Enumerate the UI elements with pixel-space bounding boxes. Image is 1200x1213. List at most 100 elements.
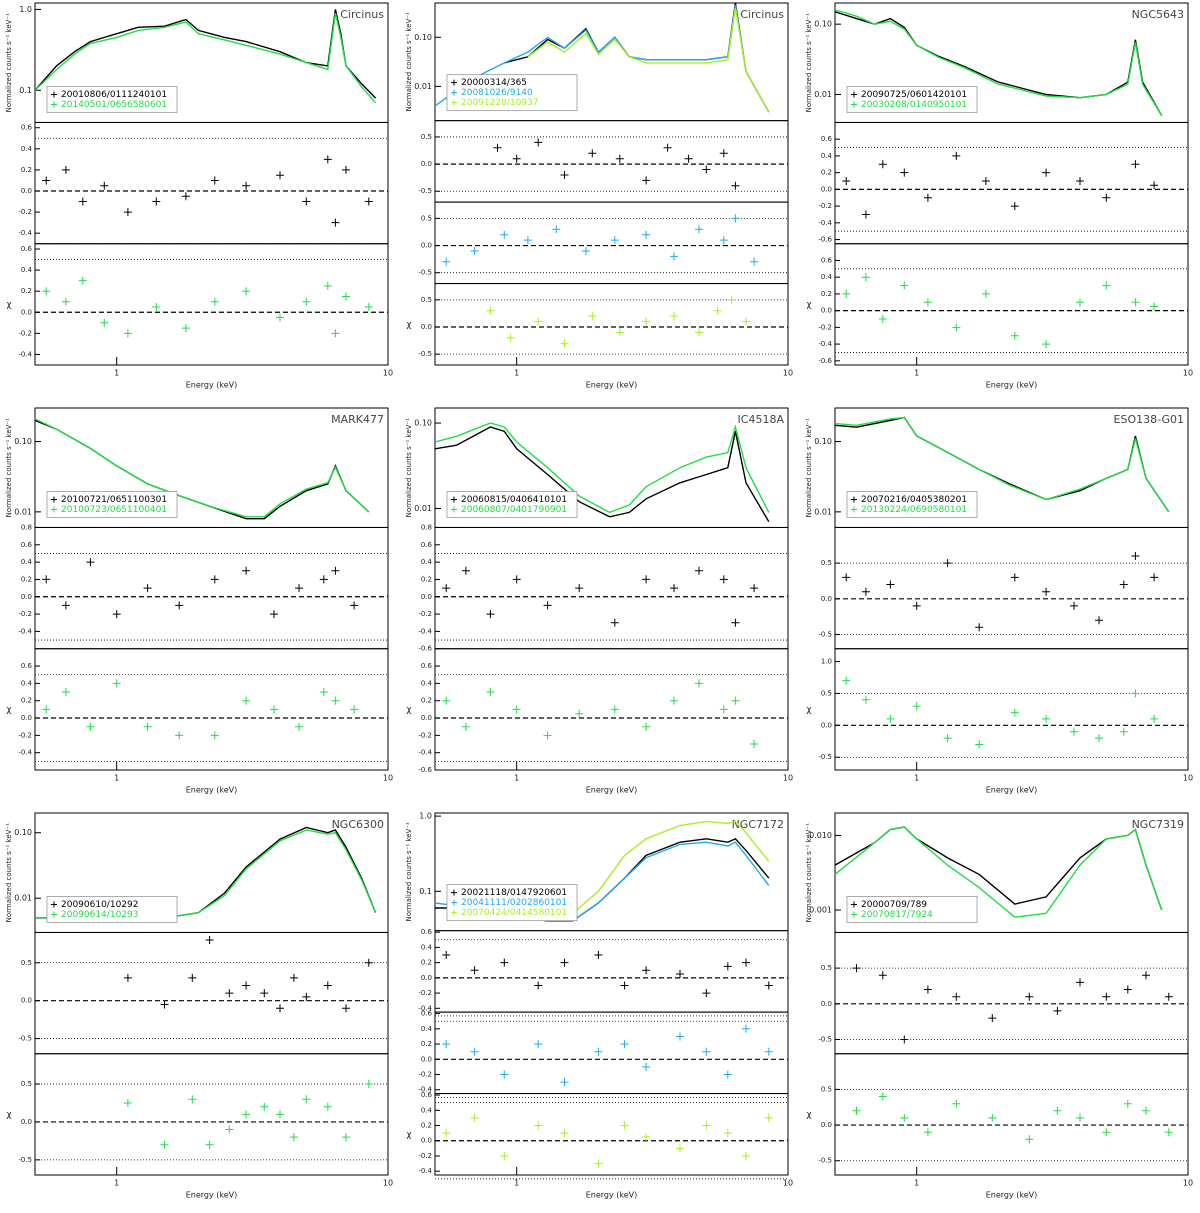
residual-point: [560, 1078, 569, 1087]
residual-point: [695, 328, 703, 337]
residual-point: [143, 722, 152, 731]
residual-point: [1102, 1128, 1111, 1137]
residual-point: [152, 197, 161, 206]
residual-point: [742, 958, 750, 967]
residual-point: [719, 149, 728, 158]
residual-point: [695, 566, 703, 575]
y-tick-label: 0.2: [421, 1122, 432, 1130]
residual-point: [242, 181, 251, 190]
residual-point: [61, 601, 70, 610]
x-axis-label: Energy (keV): [186, 381, 238, 390]
residual-point: [750, 584, 759, 593]
residual-point: [500, 1152, 509, 1160]
residual-point: [276, 1110, 284, 1119]
y-tick-label: 0.6: [421, 662, 433, 670]
residual-frame: [834, 648, 1189, 771]
residual-point: [486, 610, 495, 619]
residual-point: [364, 303, 373, 311]
residual-point: [276, 313, 284, 322]
x-tick-label: 10: [783, 369, 793, 378]
residual-point: [861, 210, 870, 219]
residual-point: [878, 315, 887, 323]
residual-point: [670, 252, 678, 261]
residual-point: [695, 679, 703, 688]
residual-point: [610, 618, 619, 627]
residual-point: [123, 329, 132, 338]
residual-point: [900, 281, 909, 290]
residual-point: [900, 1113, 909, 1122]
residual-point: [342, 165, 350, 174]
residual-point: [442, 257, 451, 266]
residual-point: [143, 584, 152, 593]
residual-frame: [434, 1011, 789, 1095]
residual-point: [764, 981, 773, 990]
residual-point: [1119, 727, 1128, 736]
y-axis-label: Normalized counts s⁻¹ keV⁻¹: [5, 823, 13, 923]
x-axis-label: Energy (keV): [186, 786, 238, 795]
residual-point: [861, 587, 870, 596]
residual-point: [923, 193, 932, 202]
residual-point: [506, 333, 515, 342]
residual-point: [210, 575, 219, 584]
residual-point: [731, 181, 740, 190]
residual-point: [900, 1035, 909, 1044]
residual-point: [620, 981, 629, 990]
residual-point: [670, 584, 678, 593]
residual-point: [670, 312, 678, 321]
residual-point: [975, 623, 984, 632]
residual-point: [878, 1092, 887, 1101]
residual-frame: [834, 121, 1189, 245]
y-tick-label: -0.5: [18, 1035, 32, 1043]
legend-label: 20140501/0656580601: [61, 100, 167, 110]
residual-point: [719, 236, 728, 245]
residual-point: [842, 289, 851, 298]
legend-marker: [851, 901, 857, 908]
residual-point: [731, 214, 740, 223]
legend-label: 20060815/0406410101: [461, 495, 567, 505]
spectrum-lines: [835, 826, 1163, 918]
residual-point: [61, 688, 70, 696]
residual-frame: [834, 931, 1189, 1055]
residual-point: [615, 154, 624, 163]
residual-point: [181, 324, 190, 333]
residual-point: [842, 676, 851, 685]
residual-point: [364, 1080, 373, 1088]
residual-axis-label: χ: [6, 705, 11, 715]
residual-frame: [834, 526, 1189, 650]
residual-point: [1131, 689, 1140, 698]
residual-point: [61, 165, 70, 174]
x-tick-label: 1: [914, 774, 919, 783]
model-line: [35, 418, 370, 518]
residual-point: [331, 696, 340, 705]
residual-point: [1070, 727, 1078, 736]
residual-point: [295, 722, 303, 731]
residual-point: [1042, 168, 1051, 177]
panel-title: NGC6300: [332, 818, 384, 831]
residual-point: [210, 176, 219, 185]
residual-point: [534, 1121, 543, 1130]
y-tick-label: 0.0: [21, 187, 32, 195]
legend-marker: [51, 496, 57, 503]
panel-title: Circinus: [340, 8, 384, 21]
model-line: [35, 12, 377, 104]
residual-axis-label: χ: [806, 300, 811, 310]
residual-point: [100, 181, 109, 190]
residual-point: [1164, 1128, 1173, 1137]
residual-point: [663, 143, 672, 152]
x-axis-label: Energy (keV): [186, 1191, 238, 1200]
residual-point: [543, 601, 552, 610]
legend-label: 20021118/0147920601: [461, 888, 567, 898]
model-line: [835, 826, 1163, 918]
residual-point: [152, 303, 161, 311]
residual-point: [331, 329, 340, 338]
residual-point: [270, 610, 278, 619]
y-tick-label: 0.5: [421, 296, 432, 304]
residual-point: [175, 601, 184, 610]
residual-point: [702, 1047, 711, 1056]
y-tick-label: 0.2: [421, 1040, 432, 1048]
x-tick-label: 10: [783, 1179, 793, 1188]
y-tick-label: 0.10: [414, 33, 432, 42]
residual-point: [500, 1070, 509, 1079]
